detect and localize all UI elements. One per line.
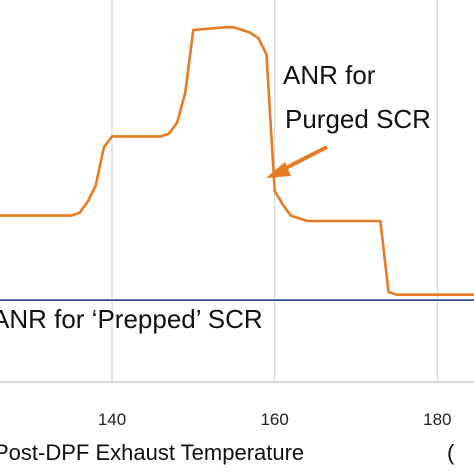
- series-line-0: [0, 25, 474, 297]
- x-tick-labels: 140 160 180: [98, 410, 452, 429]
- annotation-purged-line-1: ANR for: [283, 60, 376, 90]
- x-axis-title: Post-DPF Exhaust Temperature: [0, 440, 304, 465]
- x-axis-title-paren: (: [447, 440, 455, 465]
- series-layer: [0, 25, 474, 302]
- annotation-prepped: ANR for ‘Prepped’ SCR: [0, 304, 263, 334]
- annotation-purged-line-2: Purged SCR: [285, 104, 431, 134]
- x-tick-label-2: 180: [423, 410, 451, 429]
- annotation-arrow: [266, 145, 328, 178]
- x-tick-label-1: 160: [260, 410, 288, 429]
- x-tick-label-0: 140: [98, 410, 126, 429]
